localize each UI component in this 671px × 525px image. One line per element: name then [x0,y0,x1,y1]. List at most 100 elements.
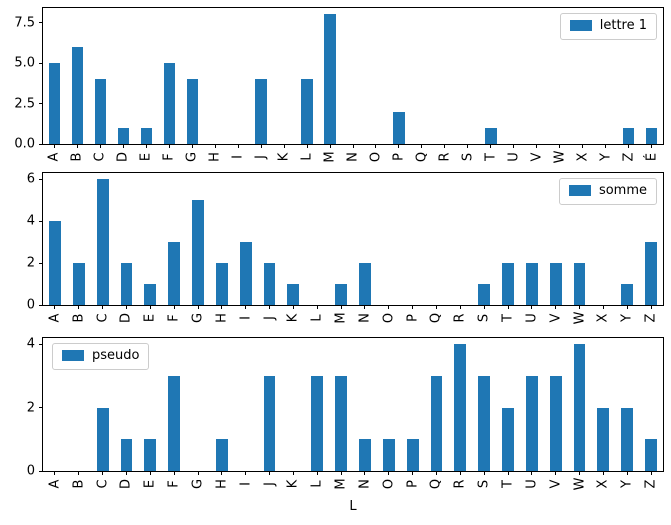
bar-S [478,284,491,305]
y-tick-label: 4 [26,336,35,352]
x-tick-label: K [276,152,292,162]
x-tick-label: M [322,151,338,163]
x-tick-mark [125,471,127,475]
x-tick-mark [483,305,485,309]
x-tick-mark [245,471,247,475]
y-tick-mark [39,470,43,472]
bar-A [48,63,61,144]
bar-P [406,439,419,471]
legend-swatch [569,20,592,32]
legend-swatch [62,350,84,362]
bar-T [485,127,497,144]
x-tick-mark [237,144,239,148]
y-tick-mark [39,407,43,409]
bar-E [144,439,157,471]
bar-C [96,407,109,471]
x-tick-mark [605,144,607,148]
y-tick-label: 5.0 [14,55,35,71]
x-tick-label: E [138,152,154,162]
x-tick-label: E [142,313,158,323]
bar-H [215,263,228,305]
x-tick-label: P [391,153,407,161]
bar-J [263,263,276,305]
bar-V [549,263,562,305]
y-tick-label: 0.0 [14,136,35,152]
bar-I [239,242,252,305]
x-tick-mark [214,144,216,148]
x-tick-mark [76,144,78,148]
legend-label: lettre 1 [599,18,647,33]
x-tick-label: R [452,313,468,323]
bar-C [96,179,109,305]
x-tick-mark [53,144,55,148]
x-tick-mark [306,144,308,148]
x-tick-mark [292,305,294,309]
x-tick-mark [173,471,175,475]
x-tick-label: C [92,152,108,162]
x-tick-mark [412,471,414,475]
x-tick-mark [54,471,56,475]
x-tick-mark [467,144,469,148]
x-tick-label: E [142,479,158,489]
x-tick-mark [626,471,628,475]
x-tick-label: K [285,479,301,489]
x-tick-label: É [644,152,660,162]
legend: pseudo [52,343,150,370]
bar-Y [621,407,634,471]
bar-T [502,263,514,305]
x-tick-mark [507,471,509,475]
x-tick-mark [173,305,175,309]
y-tick-mark [39,343,43,345]
x-tick-mark [269,305,271,309]
x-tick-label: X [575,152,591,162]
x-tick-label: V [548,479,564,489]
x-tick-label: O [381,312,397,324]
x-tick-mark [221,305,223,309]
x-tick-mark [99,144,101,148]
x-tick-mark [459,471,461,475]
x-tick-label: A [47,313,63,323]
x-tick-mark [626,305,628,309]
x-tick-label: W [572,477,588,491]
x-tick-label: J [253,155,269,159]
x-tick-mark [513,144,515,148]
y-tick-label: 0 [26,297,35,313]
y-tick-label: 7.5 [14,15,35,31]
bar-R [454,344,467,471]
x-tick-label: B [71,313,87,323]
y-tick-label: 4 [26,213,35,229]
x-tick-mark [197,305,199,309]
x-tick-mark [260,144,262,148]
x-tick-label: X [595,313,611,323]
bar-D [120,439,133,471]
x-tick-mark [579,471,581,475]
bar-F [168,376,181,471]
x-tick-mark [245,305,247,309]
x-tick-label: Q [414,151,430,163]
bar-M [335,376,348,471]
y-tick-label: 2 [26,400,35,416]
x-tick-label: A [46,152,62,162]
x-tick-label: Q [428,478,444,490]
legend-swatch [568,185,591,197]
bar-N [358,263,371,305]
bar-É [645,127,658,144]
x-tick-label: D [115,151,131,163]
x-tick-mark [483,471,485,475]
x-tick-label: B [71,479,87,489]
x-tick-label: V [548,313,564,323]
bar-X [597,407,610,471]
y-tick-mark [39,22,43,24]
x-tick-label: L [309,480,325,488]
x-tick-mark [628,144,630,148]
x-tick-label: Y [598,153,614,161]
x-tick-label: G [184,151,200,163]
x-tick-label: M [333,312,349,324]
bar-U [525,263,538,305]
bar-J [255,79,267,144]
x-tick-label: Y [619,480,635,488]
y-tick-mark [39,178,43,180]
bar-F [168,242,181,305]
x-tick-label: Z [621,152,637,162]
